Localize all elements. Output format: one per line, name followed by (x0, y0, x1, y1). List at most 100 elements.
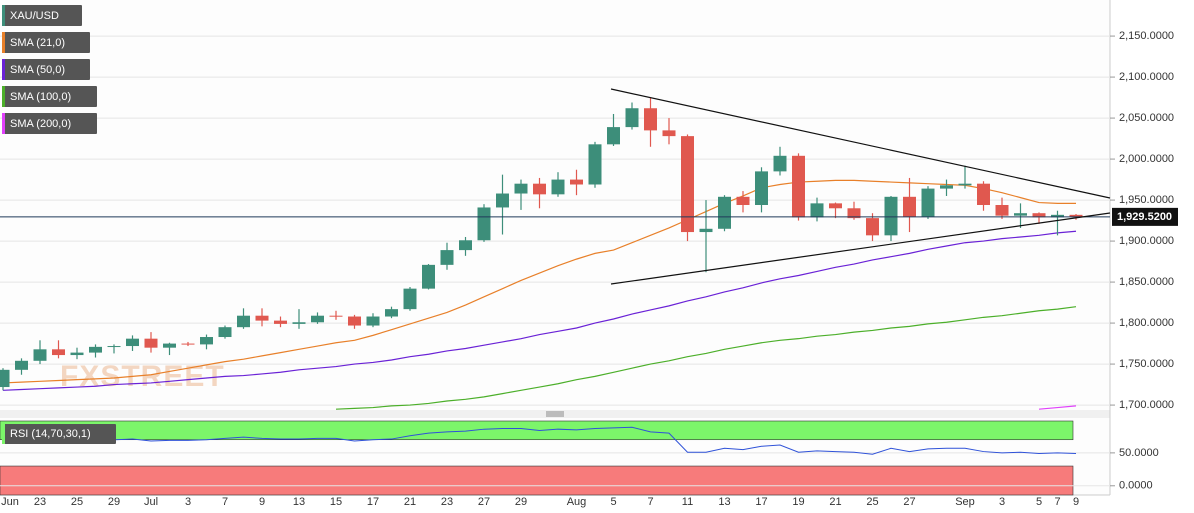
candle-body[interactable] (1014, 213, 1027, 216)
candle-body[interactable] (681, 136, 694, 233)
candle-body[interactable] (958, 183, 972, 186)
candle-body[interactable] (792, 155, 805, 218)
y-tick-label: 1,800.0000 (1119, 317, 1174, 329)
oversold-band (0, 465, 1074, 496)
candle-body[interactable] (33, 349, 47, 361)
candle-body[interactable] (348, 316, 361, 326)
candle-body[interactable] (403, 288, 417, 310)
candle-body[interactable] (884, 196, 898, 236)
candle-body[interactable] (551, 179, 565, 195)
candle-body[interactable] (1069, 214, 1083, 217)
candle-body[interactable] (718, 196, 731, 229)
candle-body[interactable] (736, 196, 750, 205)
candle-body[interactable] (107, 346, 121, 348)
x-tick-label: 13 (293, 496, 305, 508)
x-tick-label: 29 (108, 496, 120, 508)
legend-swatch (2, 5, 5, 26)
candle-body[interactable] (847, 208, 861, 219)
x-tick-label: 5 (1036, 496, 1042, 508)
candle-body[interactable] (52, 349, 65, 356)
legend-swatch (2, 86, 5, 107)
y-tick-label: 1,750.0000 (1119, 358, 1174, 370)
x-tick-label: 21 (829, 496, 841, 508)
candle-body[interactable] (163, 343, 176, 348)
x-tick-label: 17 (367, 496, 379, 508)
candle-body[interactable] (126, 338, 139, 347)
candle-body[interactable] (181, 343, 195, 345)
candle-body[interactable] (533, 183, 546, 195)
candle-body[interactable] (15, 360, 28, 370)
x-tick-label: 3 (999, 496, 1005, 508)
sma-line (1038, 405, 1077, 410)
watermark: FXSTREET (60, 360, 225, 393)
candle-body[interactable] (570, 179, 583, 185)
candle-body[interactable] (70, 352, 84, 356)
candle-body[interactable] (625, 108, 639, 128)
candle-body[interactable] (329, 315, 343, 317)
legend-box[interactable] (2, 59, 90, 80)
candle-body[interactable] (477, 207, 491, 241)
legend-box[interactable] (2, 86, 97, 107)
candle-body[interactable] (607, 127, 620, 145)
sma-line (2, 179, 1076, 384)
candle-body[interactable] (200, 337, 213, 345)
candle-body[interactable] (144, 338, 158, 348)
sma-line (2, 230, 1077, 391)
candle-body[interactable] (496, 193, 509, 208)
candle-body[interactable] (1032, 213, 1046, 218)
candle-body[interactable] (921, 188, 935, 217)
candle-body[interactable] (292, 322, 306, 324)
rsi-line (2, 426, 1077, 455)
legend-box[interactable] (2, 32, 90, 53)
candle-body[interactable] (755, 171, 768, 205)
candle-body[interactable] (810, 203, 824, 218)
candle-body[interactable] (237, 315, 250, 328)
legend-box[interactable] (2, 113, 97, 134)
candle-body[interactable] (459, 240, 472, 251)
candle-body[interactable] (440, 250, 454, 265)
y-tick-label: 2,150.0000 (1119, 30, 1174, 42)
candle-body[interactable] (218, 327, 232, 338)
x-tick-label: Aug (567, 496, 587, 508)
x-tick-label: 17 (755, 496, 767, 508)
candle-body[interactable] (588, 144, 602, 185)
candle-body[interactable] (829, 203, 842, 209)
candle-body[interactable] (311, 315, 324, 323)
candle-body[interactable] (977, 183, 990, 205)
candle-body[interactable] (662, 130, 676, 137)
candle-body[interactable] (366, 316, 380, 326)
candle-body[interactable] (995, 205, 1009, 216)
candle-body[interactable] (0, 369, 10, 388)
candle-body[interactable] (255, 315, 269, 321)
legend-swatch (2, 32, 5, 53)
x-tick-label: 21 (404, 496, 416, 508)
trendline (610, 212, 1111, 285)
candle-body[interactable] (644, 108, 657, 131)
x-tick-label: 19 (792, 496, 804, 508)
candle-body[interactable] (385, 309, 398, 317)
sma-line (335, 306, 1077, 410)
candle-body[interactable] (773, 155, 787, 172)
x-tick-label: 27 (478, 496, 490, 508)
candle-body[interactable] (89, 346, 102, 353)
y-tick-label: 2,000.0000 (1119, 153, 1174, 165)
legend-label: RSI (14,70,30,1) (10, 428, 91, 440)
candle-body[interactable] (274, 320, 287, 324)
separator-handle (546, 411, 564, 417)
candle-body[interactable] (514, 183, 528, 194)
x-tick-label: 11 (682, 496, 693, 508)
x-tick-label: 29 (515, 496, 527, 508)
x-tick-label: 9 (259, 496, 265, 508)
candle-body[interactable] (1051, 214, 1064, 218)
legend-box[interactable] (2, 5, 82, 26)
x-tick-label: Jun (1, 496, 19, 508)
candle-body[interactable] (866, 218, 879, 236)
candle-body[interactable] (940, 185, 953, 189)
candle-body[interactable] (422, 264, 435, 289)
legend-box[interactable] (2, 424, 116, 444)
last-price-label: 1,929.5200 (1117, 211, 1172, 223)
x-tick-label: Jul (144, 496, 158, 508)
candle-body[interactable] (903, 196, 916, 217)
candle-body[interactable] (699, 228, 713, 233)
